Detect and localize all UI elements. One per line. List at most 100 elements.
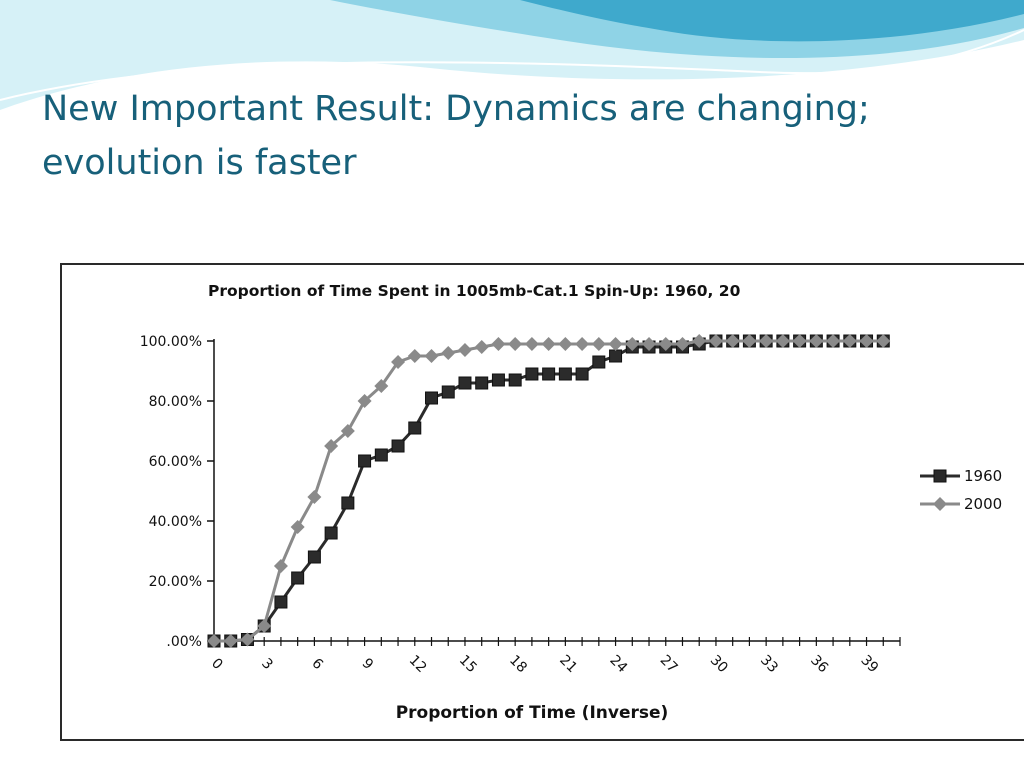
data-point-2000 <box>324 439 339 453</box>
data-point-2000 <box>474 340 489 354</box>
data-point-2000 <box>675 337 690 351</box>
slide-title-line-1: New Important Result: Dynamics are chang… <box>42 89 870 129</box>
data-point-2000 <box>508 337 523 351</box>
decorative-banner <box>0 0 1024 110</box>
data-point-2000 <box>742 334 757 348</box>
data-point-2000 <box>826 334 841 348</box>
chart-frame: Proportion of Time Spent in 1005mb-Cat.1… <box>60 263 1024 741</box>
x-axis-label: Proportion of Time (Inverse) <box>396 703 669 723</box>
data-point-1960 <box>358 454 372 468</box>
data-point-2000 <box>374 379 389 393</box>
data-point-1960 <box>475 376 489 390</box>
x-tick-label: 3 <box>258 655 276 673</box>
data-point-2000 <box>608 337 623 351</box>
slide-title: New Important Result: Dynamics are chang… <box>42 82 992 190</box>
data-point-1960 <box>408 421 422 435</box>
data-point-2000 <box>775 334 790 348</box>
y-tick-label: 40.00% <box>149 514 202 530</box>
data-point-1960 <box>441 385 455 399</box>
data-point-2000 <box>424 349 439 363</box>
x-tick-label: 36 <box>807 652 831 676</box>
x-tick-label: 33 <box>757 652 781 676</box>
data-point-2000 <box>591 337 606 351</box>
data-point-2000 <box>842 334 857 348</box>
x-tick-label: 24 <box>606 652 630 676</box>
y-tick-label: 80.00% <box>149 394 202 410</box>
data-point-1960 <box>374 448 388 462</box>
data-point-2000 <box>391 355 406 369</box>
data-point-2000 <box>457 343 472 357</box>
x-tick-label: 6 <box>308 655 326 673</box>
data-point-1960 <box>542 367 556 381</box>
x-tick-label: 0 <box>208 655 226 673</box>
x-tick-label: 12 <box>406 652 430 676</box>
legend-marker-1960 <box>933 469 947 483</box>
data-point-1960 <box>391 439 405 453</box>
chart-title: Proportion of Time Spent in 1005mb-Cat.1… <box>208 282 741 300</box>
banner-line <box>0 29 1024 101</box>
x-tick-label: 18 <box>506 652 530 676</box>
data-point-2000 <box>491 337 506 351</box>
data-point-2000 <box>642 337 657 351</box>
data-point-2000 <box>625 337 640 351</box>
data-point-1960 <box>525 367 539 381</box>
data-point-1960 <box>508 373 522 387</box>
x-tick-label: 39 <box>857 652 881 676</box>
data-point-1960 <box>291 571 305 585</box>
data-point-2000 <box>809 334 824 348</box>
data-point-1960 <box>609 349 623 363</box>
data-point-1960 <box>341 496 355 510</box>
data-point-1960 <box>575 367 589 381</box>
data-point-2000 <box>575 337 590 351</box>
banner-wave-dark <box>520 0 1024 42</box>
slide-title-line-2: evolution is faster <box>42 143 357 183</box>
y-tick-label: 100.00% <box>140 334 202 350</box>
data-point-2000 <box>692 334 707 348</box>
data-point-2000 <box>407 349 422 363</box>
data-point-2000 <box>441 346 456 360</box>
data-point-2000 <box>876 334 891 348</box>
legend: 1960 2000 <box>920 467 1002 513</box>
data-point-2000 <box>792 334 807 348</box>
x-tick-label: 9 <box>359 655 377 673</box>
data-point-1960 <box>425 391 439 405</box>
data-point-1960 <box>558 367 572 381</box>
data-point-2000 <box>759 334 774 348</box>
data-point-2000 <box>708 334 723 348</box>
data-point-2000 <box>558 337 573 351</box>
data-point-2000 <box>207 634 221 648</box>
data-point-2000 <box>357 394 372 408</box>
data-point-1960 <box>491 373 505 387</box>
x-tick-label: 21 <box>556 652 580 676</box>
data-point-2000 <box>257 619 272 633</box>
legend-marker-2000 <box>933 497 947 511</box>
x-tick-label: 27 <box>657 652 681 676</box>
data-point-1960 <box>274 595 288 609</box>
data-point-1960 <box>458 376 472 390</box>
data-point-2000 <box>307 490 322 504</box>
legend-label-2000: 2000 <box>964 495 1002 513</box>
line-chart: Proportion of Time Spent in 1005mb-Cat.1… <box>140 282 1002 723</box>
y-tick-label: 60.00% <box>149 454 202 470</box>
data-point-2000 <box>240 632 255 647</box>
legend-label-1960: 1960 <box>964 467 1002 485</box>
data-point-2000 <box>725 334 740 348</box>
series-layer <box>207 334 891 648</box>
data-point-2000 <box>541 337 556 351</box>
x-tick-label: 30 <box>707 652 731 676</box>
x-tick-label: 15 <box>456 652 480 676</box>
data-point-2000 <box>223 634 238 648</box>
data-point-1960 <box>307 550 321 564</box>
data-point-2000 <box>290 520 305 534</box>
data-point-1960 <box>592 355 606 369</box>
data-point-2000 <box>524 337 539 351</box>
series-1960 <box>207 334 890 648</box>
data-point-2000 <box>658 337 673 351</box>
data-point-2000 <box>273 559 288 573</box>
y-tick-label: .00% <box>166 634 202 650</box>
series-2000 <box>207 334 891 648</box>
data-point-1960 <box>324 526 338 540</box>
data-point-2000 <box>340 424 355 438</box>
data-point-2000 <box>859 334 874 348</box>
y-tick-label: 20.00% <box>149 574 202 590</box>
